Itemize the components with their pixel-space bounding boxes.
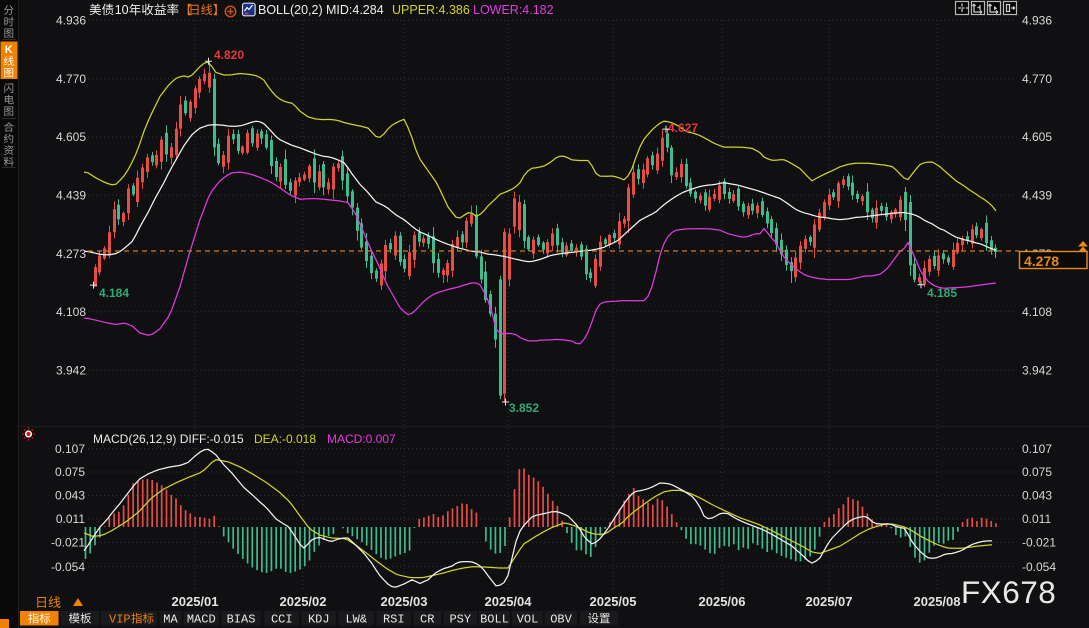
svg-text:VIP: VIP bbox=[109, 612, 131, 626]
svg-text:LOWER:4.182: LOWER:4.182 bbox=[473, 3, 554, 17]
svg-text:-0.021: -0.021 bbox=[1022, 536, 1056, 550]
svg-text:K: K bbox=[5, 44, 13, 56]
svg-text:2025/08: 2025/08 bbox=[914, 594, 961, 609]
svg-text:UPPER:4.386: UPPER:4.386 bbox=[392, 3, 470, 17]
svg-text:2025/01: 2025/01 bbox=[172, 594, 219, 609]
svg-text:4.605: 4.605 bbox=[56, 130, 86, 144]
svg-text:LW&: LW& bbox=[345, 612, 367, 626]
svg-text:2025/03: 2025/03 bbox=[381, 594, 428, 609]
svg-text:0.043: 0.043 bbox=[1022, 489, 1052, 503]
svg-text:0.107: 0.107 bbox=[1022, 442, 1052, 456]
svg-text:4.439: 4.439 bbox=[1022, 189, 1052, 203]
svg-text:0.107: 0.107 bbox=[55, 442, 85, 456]
svg-text:4.770: 4.770 bbox=[56, 72, 86, 86]
svg-text:KDJ: KDJ bbox=[308, 612, 330, 626]
svg-text:4.936: 4.936 bbox=[56, 14, 86, 28]
svg-text:-0.054: -0.054 bbox=[51, 560, 85, 574]
svg-text:0.011: 0.011 bbox=[56, 512, 85, 526]
svg-text:4.108: 4.108 bbox=[56, 305, 86, 319]
svg-text:4.605: 4.605 bbox=[1022, 130, 1052, 144]
svg-text:MACD:0.007: MACD:0.007 bbox=[327, 432, 396, 446]
svg-text:3.942: 3.942 bbox=[56, 363, 86, 377]
svg-text:PSY: PSY bbox=[449, 612, 471, 626]
svg-text:-0.054: -0.054 bbox=[1022, 560, 1056, 574]
svg-text:3.942: 3.942 bbox=[1022, 363, 1052, 377]
svg-text:FX678: FX678 bbox=[961, 574, 1056, 610]
svg-text:4.936: 4.936 bbox=[1022, 14, 1052, 28]
svg-text:4.439: 4.439 bbox=[56, 189, 86, 203]
svg-text:4.627: 4.627 bbox=[668, 121, 698, 135]
svg-text:MACD: MACD bbox=[187, 612, 216, 626]
svg-text:0.075: 0.075 bbox=[1022, 465, 1052, 479]
svg-text:BIAS: BIAS bbox=[227, 612, 256, 626]
svg-text:4.184: 4.184 bbox=[99, 286, 129, 300]
svg-text:BOLL(20,2): BOLL(20,2) bbox=[258, 3, 323, 17]
svg-text:4.185: 4.185 bbox=[927, 286, 957, 300]
svg-text:OBV: OBV bbox=[550, 612, 572, 626]
svg-text:4.820: 4.820 bbox=[214, 48, 244, 62]
svg-text:0.043: 0.043 bbox=[55, 489, 85, 503]
svg-text:CR: CR bbox=[420, 612, 434, 626]
svg-text:2025/05: 2025/05 bbox=[590, 594, 637, 609]
svg-text:MID:4.284: MID:4.284 bbox=[326, 3, 384, 17]
svg-text:2025/07: 2025/07 bbox=[806, 594, 853, 609]
svg-text:0.075: 0.075 bbox=[55, 465, 85, 479]
svg-text:2025/06: 2025/06 bbox=[699, 594, 746, 609]
svg-text:BOLL: BOLL bbox=[480, 612, 509, 626]
svg-text:4.108: 4.108 bbox=[1022, 305, 1052, 319]
svg-text:4.770: 4.770 bbox=[1022, 72, 1052, 86]
svg-text:-0.021: -0.021 bbox=[51, 536, 85, 550]
svg-text:DEA:-0.018: DEA:-0.018 bbox=[254, 432, 316, 446]
svg-text:VOL: VOL bbox=[517, 612, 539, 626]
svg-text:2025/04: 2025/04 bbox=[485, 594, 533, 609]
svg-text:0.011: 0.011 bbox=[1022, 512, 1051, 526]
svg-text:4.273: 4.273 bbox=[56, 247, 86, 261]
svg-text:MA: MA bbox=[163, 612, 178, 626]
svg-text:2025/02: 2025/02 bbox=[280, 594, 327, 609]
svg-text:CCI: CCI bbox=[271, 612, 293, 626]
svg-text:RSI: RSI bbox=[383, 612, 405, 626]
svg-text:3.852: 3.852 bbox=[509, 401, 539, 415]
svg-text:4.278: 4.278 bbox=[1024, 253, 1059, 269]
svg-text:10: 10 bbox=[115, 3, 129, 17]
svg-text:MACD(26,12,9) DIFF:-0.015: MACD(26,12,9) DIFF:-0.015 bbox=[93, 432, 244, 446]
